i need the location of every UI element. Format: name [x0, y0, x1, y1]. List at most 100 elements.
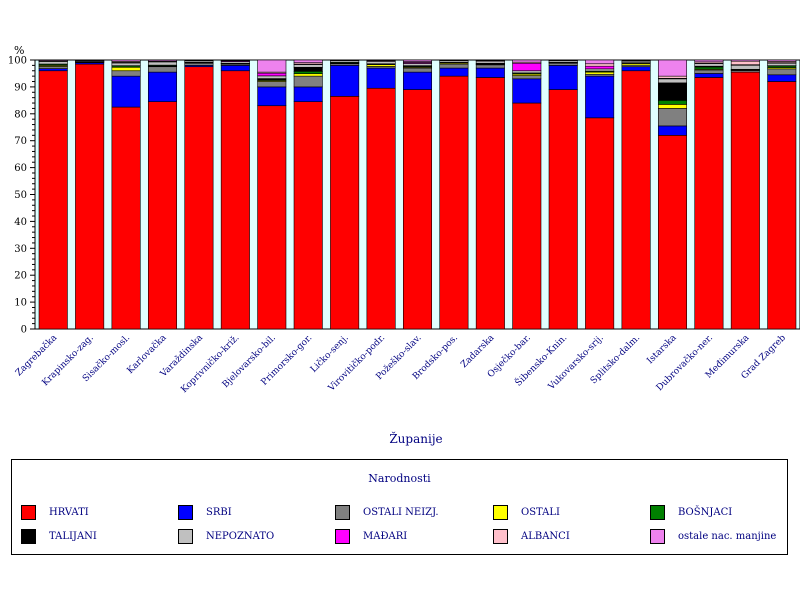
bar-segment	[585, 65, 615, 70]
bar-segment	[694, 69, 724, 74]
bar-segment	[512, 62, 542, 72]
bar-segment	[439, 63, 469, 69]
bar-segment	[694, 59, 724, 63]
bar-segment	[767, 68, 797, 76]
y-tick-label: 80	[14, 109, 27, 120]
legend-item: SRBI	[178, 503, 232, 521]
legend-item: ALBANCI	[493, 527, 570, 545]
bar-segment	[257, 105, 287, 330]
bar-segment	[293, 59, 323, 63]
bar-segment	[657, 82, 688, 101]
legend-label: OSTALI NEIZJ.	[363, 506, 439, 518]
legend-swatch	[335, 528, 350, 544]
bar-segment	[366, 87, 396, 330]
legend-label: MAĐARI	[363, 530, 408, 542]
legend-item: OSTALI	[493, 503, 560, 521]
bar-segment	[585, 63, 615, 67]
bar-segment	[402, 71, 433, 90]
y-tick-label: 70	[14, 136, 27, 147]
bar-segment	[366, 61, 396, 65]
bar-segment	[767, 81, 797, 330]
y-unit-label: %	[14, 44, 24, 57]
bar-segment	[694, 73, 724, 78]
bar-segment	[293, 70, 323, 75]
bar-segment	[184, 62, 214, 66]
legend-swatch	[335, 504, 350, 520]
bar-segment	[585, 68, 615, 72]
bar-segment	[657, 135, 688, 330]
bar-segment	[657, 75, 688, 79]
y-tick-label: 20	[14, 271, 27, 282]
bar-segment	[38, 68, 68, 72]
legend-item: ostale nac. manjine	[650, 527, 776, 545]
bar-segment	[366, 67, 396, 89]
legend-item: NEPOZNATO	[178, 527, 274, 545]
bar-segment	[694, 63, 724, 67]
y-tick-label: 40	[14, 217, 27, 228]
bar-segment	[548, 62, 578, 66]
bar-segment	[512, 59, 542, 63]
bar-segment	[512, 75, 542, 80]
bar-segment	[147, 61, 178, 66]
bar-segment	[402, 63, 433, 66]
y-tick-label: 100	[8, 56, 27, 67]
y-axis: 0 10 20 30 40 50 60 70 80 90 100	[8, 56, 35, 336]
bar-segment	[657, 100, 688, 105]
bar-segment	[657, 104, 688, 109]
bar-segment	[293, 86, 323, 102]
bar-segment	[293, 75, 323, 88]
bar-segment	[38, 66, 68, 69]
bar-segment	[694, 66, 724, 70]
legend-swatch	[178, 528, 193, 544]
bar-segment	[657, 59, 688, 77]
x-axis-labels: ZagrebačkaKrapinsko-zag.Sisačko-mosl.Kar…	[13, 332, 788, 396]
bar-segment	[402, 67, 433, 73]
bar-segment	[548, 89, 578, 330]
x-tick-label: Istarska	[645, 333, 679, 367]
bar-segment	[730, 64, 760, 70]
y-tick-label: 90	[14, 82, 27, 93]
bar-segment	[293, 101, 323, 330]
legend-swatch	[650, 528, 665, 544]
legend-item: HRVATI	[21, 503, 89, 521]
legend-item: TALIJANI	[21, 527, 97, 545]
legend-label: OSTALI	[521, 506, 560, 518]
bar-segment	[111, 66, 141, 72]
bar-segment	[257, 59, 287, 73]
bar-segment	[767, 62, 797, 66]
legend-swatch	[21, 504, 36, 520]
x-axis-title: Županije	[389, 431, 442, 446]
bar-segment	[75, 63, 105, 330]
bar-segment	[184, 66, 214, 330]
bar-segment	[330, 65, 360, 97]
bar-segment	[147, 101, 178, 330]
legend-swatch	[178, 504, 193, 520]
bar-segment	[767, 59, 797, 62]
bar-segment	[475, 67, 505, 78]
bar-segment	[585, 117, 615, 330]
legend-title: Narodnosti	[368, 472, 431, 485]
bar-segment	[111, 75, 141, 108]
bar-segment	[147, 66, 178, 73]
bar-segment	[402, 59, 433, 62]
legend-swatch	[493, 528, 508, 544]
legend-label: ostale nac. manjine	[678, 530, 777, 542]
bar-segment	[111, 106, 141, 330]
bar-segment	[111, 59, 141, 62]
bar-segment	[730, 60, 760, 66]
bar-segment	[657, 125, 688, 136]
bar-segment	[257, 86, 287, 107]
bars-group	[38, 59, 797, 330]
legend-label: NEPOZNATO	[206, 530, 275, 542]
bar-segment	[293, 73, 323, 77]
y-tick-label: 50	[14, 190, 27, 201]
legend-item: MAĐARI	[335, 527, 407, 545]
bar-segment	[111, 62, 141, 66]
bar-segment	[585, 71, 615, 75]
bar-segment	[293, 64, 323, 68]
bar-segment	[475, 77, 505, 330]
bar-segment	[293, 66, 323, 72]
bar-segment	[111, 70, 141, 77]
bar-segment	[257, 81, 287, 88]
